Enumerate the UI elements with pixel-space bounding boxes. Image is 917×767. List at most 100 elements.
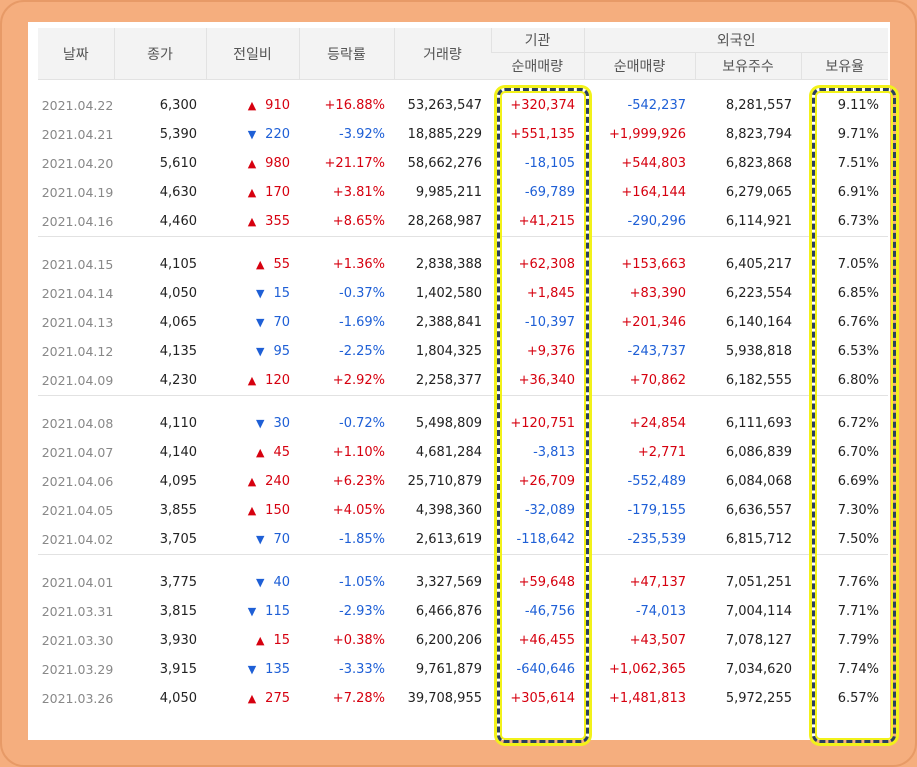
cell-inst-net: +305,614: [510, 691, 575, 706]
table-row: 2021.04.02 3,705 ▼ 70 -1.85% 2,613,619 -118,64…: [38, 525, 888, 555]
cell-foreign-ratio: 7.50%: [837, 532, 879, 547]
group-separator: [38, 395, 888, 409]
cell-diff: ▼ 15: [206, 279, 299, 308]
cell-rate: +4.05%: [332, 503, 385, 518]
cell-foreign-net: +1,062,365: [608, 662, 686, 677]
cell-diff: ▼ 115: [206, 597, 299, 626]
cell-diff: ▲ 170: [206, 178, 299, 207]
diff-value: 910: [265, 98, 290, 113]
cell-foreign-hold: 5,972,255: [725, 691, 792, 706]
cell-volume: 1,402,580: [415, 286, 482, 301]
cell-foreign-ratio: 7.71%: [837, 604, 879, 619]
cell-rate: -1.85%: [339, 532, 385, 547]
table-row: 2021.04.20 5,610 ▲ 980 +21.17% 58,662,276 -18,…: [38, 149, 888, 178]
cell-diff: ▲ 910: [206, 91, 299, 120]
cell-foreign-hold: 6,084,068: [725, 474, 792, 489]
header-foreign-hold: 보유주수: [694, 52, 801, 80]
cell-close: 4,460: [159, 214, 197, 229]
cell-foreign-net: +43,507: [629, 633, 686, 648]
cell-rate: -3.92%: [339, 127, 385, 142]
cell-foreign-ratio: 6.72%: [837, 416, 879, 431]
table-row: 2021.03.30 3,930 ▲ 15 +0.38% 6,200,206 +46,455…: [38, 626, 888, 655]
down-triangle-icon: ▼: [255, 345, 265, 358]
cell-diff: ▼ 70: [206, 308, 299, 337]
table-row: 2021.04.06 4,095 ▲ 240 +6.23% 25,710,879 +26,7…: [38, 467, 888, 496]
cell-inst-net: -10,397: [524, 315, 575, 330]
cell-foreign-net: +1,999,926: [608, 127, 686, 142]
cell-close: 6,300: [159, 98, 197, 113]
header-diff: 전일비: [205, 28, 299, 80]
up-triangle-icon: ▲: [255, 634, 265, 647]
up-triangle-icon: ▲: [247, 186, 257, 199]
cell-close: 4,065: [159, 315, 197, 330]
cell-foreign-hold: 6,636,557: [725, 503, 792, 518]
cell-foreign-ratio: 6.76%: [837, 315, 879, 330]
up-triangle-icon: ▲: [247, 475, 257, 488]
cell-close: 4,140: [159, 445, 197, 460]
cell-foreign-net: +153,663: [621, 257, 686, 272]
cell-date: 2021.04.07: [41, 445, 114, 460]
cell-foreign-ratio: 6.53%: [837, 344, 879, 359]
cell-date: 2021.04.15: [41, 257, 114, 272]
cell-foreign-net: -179,155: [627, 503, 686, 518]
cell-close: 3,705: [159, 532, 197, 547]
table-row: 2021.04.21 5,390 ▼ 220 -3.92% 18,885,229 +551,…: [38, 120, 888, 149]
cell-foreign-ratio: 6.73%: [837, 214, 879, 229]
table-header: 날짜 종가 전일비 등락률 거래량 기관 외국인 순매매량 순매매량 보유주수 …: [38, 28, 888, 80]
cell-volume: 2,838,388: [415, 257, 482, 272]
cell-volume: 25,710,879: [407, 474, 482, 489]
cell-volume: 4,681,284: [415, 445, 482, 460]
cell-foreign-ratio: 6.91%: [837, 185, 879, 200]
table-row: 2021.04.13 4,065 ▼ 70 -1.69% 2,388,841 -10,397…: [38, 308, 888, 337]
diff-value: 220: [265, 127, 290, 142]
cell-foreign-hold: 6,182,555: [725, 373, 792, 388]
cell-inst-net: +9,376: [526, 344, 575, 359]
cell-volume: 2,258,377: [415, 373, 482, 388]
down-triangle-icon: ▼: [247, 663, 257, 676]
cell-rate: +3.81%: [332, 185, 385, 200]
cell-diff: ▲ 355: [206, 207, 299, 237]
down-triangle-icon: ▼: [255, 576, 265, 589]
header-volume: 거래량: [393, 28, 491, 80]
cell-close: 4,095: [159, 474, 197, 489]
cell-foreign-ratio: 6.57%: [837, 691, 879, 706]
cell-inst-net: -46,756: [524, 604, 575, 619]
cell-foreign-hold: 7,051,251: [725, 575, 792, 590]
cell-foreign-net: +70,862: [629, 373, 686, 388]
cell-diff: ▲ 275: [206, 684, 299, 713]
header-institution: 기관: [490, 28, 584, 53]
diff-value: 30: [273, 416, 290, 431]
cell-foreign-net: -552,489: [627, 474, 686, 489]
cell-foreign-net: +1,481,813: [608, 691, 686, 706]
cell-inst-net: +120,751: [510, 416, 575, 431]
cell-rate: -1.05%: [339, 575, 385, 590]
cell-inst-net: -69,789: [524, 185, 575, 200]
cell-foreign-ratio: 7.76%: [837, 575, 879, 590]
cell-volume: 6,200,206: [415, 633, 482, 648]
down-triangle-icon: ▼: [247, 605, 257, 618]
group-separator: [38, 80, 888, 92]
cell-foreign-hold: 7,004,114: [725, 604, 792, 619]
cell-rate: +1.10%: [332, 445, 385, 460]
diff-value: 70: [273, 532, 290, 547]
diff-value: 170: [265, 185, 290, 200]
cell-diff: ▲ 15: [206, 626, 299, 655]
up-triangle-icon: ▲: [247, 504, 257, 517]
cell-rate: +2.92%: [332, 373, 385, 388]
table-row: 2021.04.07 4,140 ▲ 45 +1.10% 4,681,284 -3,813 +…: [38, 438, 888, 467]
table-row: 2021.03.31 3,815 ▼ 115 -2.93% 6,466,876 -46,75…: [38, 597, 888, 626]
cell-rate: -3.33%: [339, 662, 385, 677]
cell-inst-net: -3,813: [533, 445, 575, 460]
cell-foreign-hold: 8,281,557: [725, 98, 792, 113]
up-triangle-icon: ▲: [247, 692, 257, 705]
table-row: 2021.04.12 4,135 ▼ 95 -2.25% 1,804,325 +9,376 -…: [38, 337, 888, 366]
up-triangle-icon: ▲: [255, 258, 265, 271]
cell-date: 2021.03.26: [41, 691, 114, 706]
cell-inst-net: +551,135: [510, 127, 575, 142]
header-foreign-ratio: 보유율: [800, 52, 888, 80]
cell-inst-net: +320,374: [510, 98, 575, 113]
cell-date: 2021.04.19: [41, 185, 114, 200]
cell-inst-net: +26,709: [518, 474, 575, 489]
cell-volume: 2,613,619: [415, 532, 482, 547]
cell-rate: -0.72%: [339, 416, 385, 431]
